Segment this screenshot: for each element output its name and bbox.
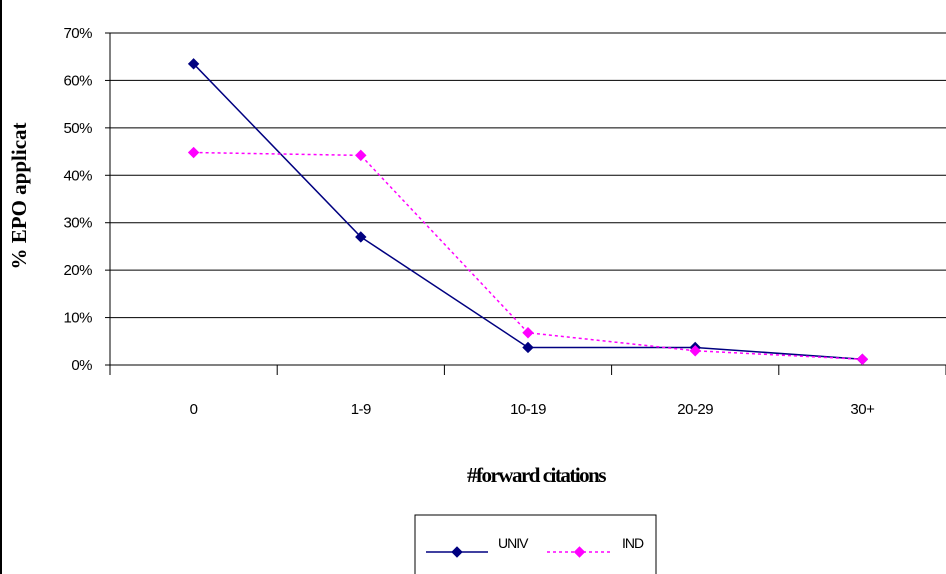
data-point-ind [522,327,534,339]
y-tick-label: 20% [63,262,92,279]
data-point-ind [187,146,200,159]
data-point-univ [522,341,534,354]
y-axis-ticks: 0% 10% 20% 30% 40% 50% 60% 70% [63,25,110,374]
data-point-ind [355,149,367,162]
x-tick-label: 20-29 [677,401,713,418]
x-axis-ticks: 0 1-9 10-19 20-29 30+ [109,365,946,418]
x-tick-label: 10-19 [510,401,546,418]
legend-label-univ: UNIV [498,535,529,551]
x-tick-label: 1-9 [351,401,371,418]
legend-box [414,514,657,574]
data-point-univ [187,58,200,70]
legend-item-ind: IND [547,535,645,558]
y-tick-label: 70% [63,25,92,42]
series-line-univ [193,63,863,361]
y-tick-label: 0% [71,357,92,374]
legend-marker-univ [451,546,463,558]
y-tick-label: 60% [63,72,92,89]
y-tick-label: 40% [63,167,92,184]
x-axis-title: #forward citations [467,463,606,487]
legend: UNIV IND [414,514,657,574]
series-group [187,58,869,366]
series-ind [187,146,869,366]
series-univ [187,58,869,366]
y-tick-label: 30% [63,215,92,232]
y-tick-label: 50% [63,120,92,137]
gridlines [110,32,946,319]
data-point-ind [689,345,701,357]
y-axis-title: % EPO applicat [7,122,31,269]
legend-items: UNIV IND [426,535,645,558]
x-tick-label: 30+ [850,401,875,418]
legend-label-ind: IND [622,535,644,551]
x-tick-label: 0 [190,401,198,418]
data-point-ind [856,353,869,366]
data-point-univ [355,231,367,243]
legend-item-univ: UNIV [426,535,530,558]
legend-marker-ind [573,546,586,558]
y-tick-label: 10% [63,310,92,327]
